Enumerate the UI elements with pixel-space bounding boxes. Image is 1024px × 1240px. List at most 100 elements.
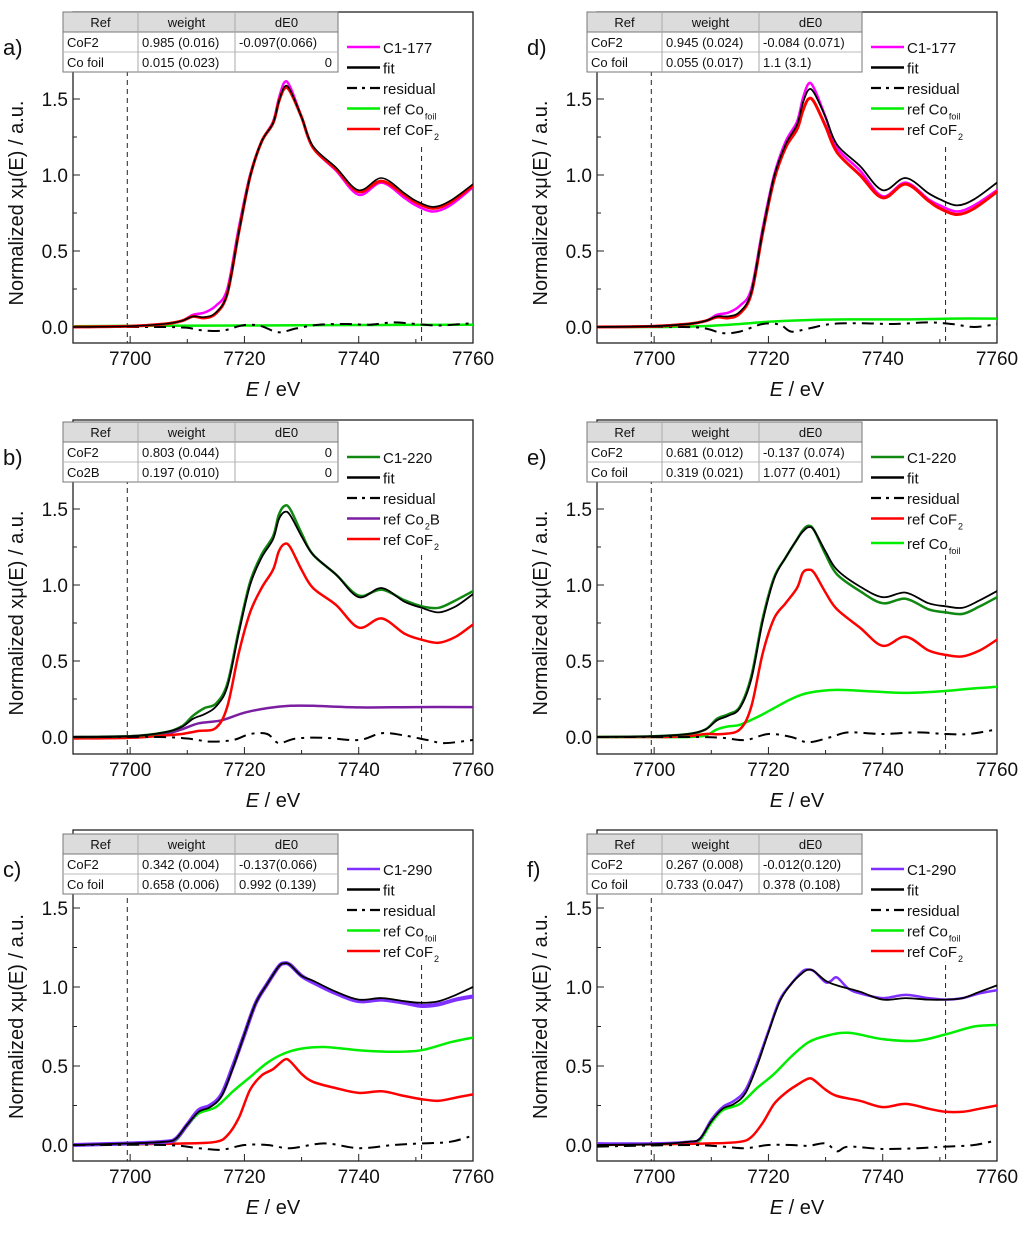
series-line-ref-cof2 <box>597 1077 997 1147</box>
legend-label: fit <box>907 883 920 900</box>
y-tick-label: 1.0 <box>566 978 592 999</box>
y-axis-label: Normalized xμ(E) / a.u. <box>6 914 28 1119</box>
legend-label-text: fit <box>383 471 396 488</box>
legend-label: ref CoF2 <box>907 122 963 142</box>
y-axis-label: Normalized xμ(E) / a.u. <box>6 511 28 716</box>
series-line-residual <box>597 728 997 744</box>
panel-e: 7700 7720 7740 7760 0.0 0.5 1.0 1.5 E / eV Normal… <box>527 419 1018 812</box>
table-cell: 0.985 (0.016) <box>142 35 219 50</box>
y-tick-label: 0.0 <box>42 1136 68 1157</box>
panel-label: b) <box>3 445 23 470</box>
legend-label: C1-177 <box>383 40 432 57</box>
fit-results-table: Ref weight dE0 CoF2 0.267 (0.008) -0.012(0.12… <box>586 833 863 895</box>
legend-label-text: fit <box>383 61 396 78</box>
series-group <box>73 80 473 334</box>
legend: C1-220 fit residual ref CoF2 ref Cofoil <box>871 450 963 556</box>
table-cell: -0.097(0.066) <box>239 35 317 50</box>
legend-label-text: fit <box>907 471 920 488</box>
legend-label-subscript: 2 <box>434 542 439 552</box>
table-header-cell: weight <box>691 837 730 852</box>
table-cell: 0.733 (0.047) <box>666 877 743 892</box>
legend-label-text: residual <box>383 81 436 98</box>
legend-label-subscript: 2 <box>958 132 963 142</box>
table-cell: Co2B <box>67 465 100 480</box>
series-line-fit <box>73 84 473 328</box>
table-cell: 1.1 (3.1) <box>763 55 811 70</box>
y-tick-label: 1.5 <box>566 90 592 111</box>
y-tick-label: 0.0 <box>42 318 68 339</box>
legend-label-text: ref CoF <box>907 944 957 961</box>
x-tick-label: 7740 <box>862 760 904 781</box>
legend-label-text: C1-177 <box>907 40 956 57</box>
x-axis-label-symbol: E <box>246 379 260 401</box>
x-axis-label-unit: / eV <box>783 1197 825 1219</box>
table-cell: 0.342 (0.004) <box>142 857 219 872</box>
series-line-fit <box>73 962 473 1146</box>
legend-label-text: ref Co <box>907 924 948 941</box>
x-axis-label-symbol: E <box>246 790 260 812</box>
legend-label: C1-220 <box>383 450 432 467</box>
series-line-ref-cof2 <box>73 542 473 740</box>
table-cell: CoF2 <box>591 35 623 50</box>
y-tick-label: 0.5 <box>566 652 592 673</box>
table-header-cell: Ref <box>90 425 111 440</box>
fit-results-table: Ref weight dE0 CoF2 0.681 (0.012) -0.137 (0.0… <box>586 421 863 483</box>
series-line-c1-290 <box>73 961 473 1147</box>
table-header-cell: weight <box>691 15 730 30</box>
series-line-fit <box>73 510 473 738</box>
table-cell: Co foil <box>67 55 104 70</box>
table-cell: Co foil <box>591 55 628 70</box>
series-line-ref-cof2 <box>597 568 997 739</box>
series-line-residual <box>597 1139 997 1153</box>
legend-label: ref Cofoil <box>907 536 960 556</box>
table-header-cell: Ref <box>90 15 111 30</box>
legend-label: fit <box>383 471 396 488</box>
table-cell: CoF2 <box>67 445 99 460</box>
x-axis-label: E / eV <box>246 1197 301 1219</box>
legend-label-text: C1-290 <box>907 862 956 879</box>
x-tick-label: 7720 <box>223 760 265 781</box>
table-cell: 0.055 (0.017) <box>666 55 743 70</box>
x-tick-label: 7700 <box>633 760 675 781</box>
table-cell: Co foil <box>591 877 628 892</box>
plot-frame <box>72 419 474 755</box>
series-line-ref-co-foil <box>597 685 997 739</box>
x-tick-label: 7760 <box>976 349 1018 370</box>
x-tick-label: 7760 <box>976 760 1018 781</box>
legend-label: residual <box>383 81 436 98</box>
panel-label: c) <box>3 857 21 882</box>
y-tick-label: 0.0 <box>566 318 592 339</box>
x-tick-label: 7720 <box>747 1167 789 1188</box>
y-tick-label: 1.5 <box>42 899 68 920</box>
x-tick-label: 7760 <box>452 1167 494 1188</box>
table-header-cell: dE0 <box>275 837 298 852</box>
table-cell: CoF2 <box>67 35 99 50</box>
legend-label: fit <box>383 61 396 78</box>
y-tick-label: 1.0 <box>42 978 68 999</box>
x-axis-label-symbol: E <box>246 1197 260 1219</box>
x-axis-label-symbol: E <box>770 790 784 812</box>
x-axis-label-unit: / eV <box>783 379 825 401</box>
legend-label: residual <box>383 903 436 920</box>
legend-label-text: C1-220 <box>907 450 956 467</box>
y-axis-label: Normalized xμ(E) / a.u. <box>6 101 28 306</box>
fit-results-table: Ref weight dE0 CoF2 0.342 (0.004) -0.137(0.06… <box>62 833 339 895</box>
x-tick-label: 7720 <box>747 349 789 370</box>
legend-label-text: ref CoF <box>383 944 433 961</box>
y-tick-label: 1.0 <box>566 166 592 187</box>
legend-label-text: residual <box>907 491 960 508</box>
legend-label-text: ref Co <box>907 536 948 553</box>
y-tick-label: 1.5 <box>566 899 592 920</box>
legend-label: residual <box>907 903 960 920</box>
x-axis-label: E / eV <box>246 379 301 401</box>
x-axis-label-symbol: E <box>770 379 784 401</box>
legend-label-subscript: foil <box>425 112 437 122</box>
table-cell: 0.015 (0.023) <box>142 55 219 70</box>
legend-label-subscript: foil <box>949 112 961 122</box>
series-line-residual <box>597 321 997 335</box>
legend-label: ref CoF2 <box>383 122 439 142</box>
